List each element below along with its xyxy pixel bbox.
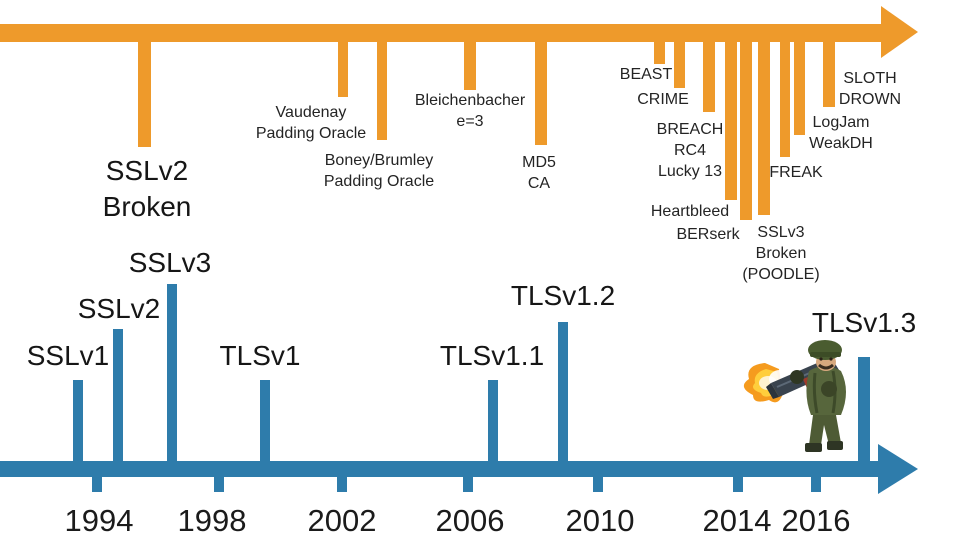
year-tick-2016 bbox=[811, 470, 821, 492]
crime-label: CRIME bbox=[637, 89, 689, 110]
md5-ca-tick bbox=[535, 28, 547, 145]
attacks-timeline-arrowhead-icon bbox=[881, 6, 918, 58]
freak-tick bbox=[780, 28, 790, 157]
sslv1-tick bbox=[73, 380, 83, 470]
heartbleed-tick bbox=[725, 28, 737, 200]
breach-rc4-lucky13-label: BREACH RC4 Lucky 13 bbox=[657, 119, 724, 182]
berserk-label: BERserk bbox=[676, 224, 739, 245]
vaudenay-tick bbox=[338, 28, 348, 97]
year-tick-1998 bbox=[214, 470, 224, 492]
sslv2-broken-label-line: Broken bbox=[102, 191, 192, 222]
bleichenbacher-label-line: Bleichenbacher bbox=[414, 92, 526, 109]
tlsv1-3-tick bbox=[858, 357, 870, 470]
logjam-weakdh-label-line: LogJam bbox=[812, 114, 870, 131]
year-label-1998: 1998 bbox=[177, 503, 247, 538]
tlsv1-1-tick bbox=[488, 380, 498, 470]
year-label-2006: 2006 bbox=[435, 503, 505, 538]
year-label-2010: 2010 bbox=[565, 503, 635, 538]
sslv3-tick bbox=[167, 284, 177, 470]
beast-label: BEAST bbox=[620, 64, 672, 85]
md5-ca-label: MD5 CA bbox=[522, 152, 556, 194]
tlsv1-1-label: TLSv1.1 bbox=[439, 340, 545, 371]
year-tick-2010 bbox=[593, 470, 603, 492]
heartbleed-label-line: Heartbleed bbox=[650, 203, 730, 220]
boney-brumley-tick bbox=[377, 28, 387, 140]
year-label-2014: 2014 bbox=[702, 503, 772, 538]
soldier-gunner-illustration bbox=[743, 340, 846, 452]
sslv2-label: SSLv2 bbox=[77, 293, 161, 324]
sslv2-tick bbox=[113, 329, 123, 470]
soldier-head bbox=[808, 340, 842, 371]
logjam-weakdh-tick bbox=[793, 28, 805, 135]
versions-timeline-bar bbox=[0, 461, 878, 477]
year-tick-1994 bbox=[92, 470, 102, 492]
versions-timeline-arrowhead-icon bbox=[878, 444, 918, 494]
beast-label-line: BEAST bbox=[619, 66, 673, 83]
sloth-drown-label-line: DROWN bbox=[838, 91, 902, 108]
year-tick-2006 bbox=[463, 470, 473, 492]
tlsv1-2-tick bbox=[558, 322, 568, 470]
sslv3-label: SSLv3 bbox=[128, 247, 212, 278]
berserk-tick bbox=[740, 28, 752, 220]
soldier-body bbox=[790, 366, 846, 452]
year-label-2016: 2016 bbox=[781, 503, 851, 538]
logjam-weakdh-label: LogJam WeakDH bbox=[809, 112, 873, 154]
bleichenbacher-tick bbox=[464, 28, 476, 90]
vaudenay-label-line: Vaudenay bbox=[275, 104, 347, 121]
sslv2-broken-tick bbox=[137, 28, 151, 147]
vaudenay-label: Vaudenay Padding Oracle bbox=[256, 102, 366, 144]
crime-label-line: CRIME bbox=[637, 91, 689, 108]
freak-label: FREAK bbox=[769, 162, 822, 183]
berserk-label-line: BERserk bbox=[676, 226, 740, 243]
sloth-drown-tick bbox=[823, 28, 835, 107]
year-tick-2002 bbox=[337, 470, 347, 492]
logjam-weakdh-label-line: WeakDH bbox=[809, 135, 873, 152]
boney-brumley-label-line: Padding Oracle bbox=[323, 173, 435, 190]
tlsv1-tick bbox=[260, 380, 270, 470]
freak-label-line: FREAK bbox=[769, 164, 823, 181]
year-tick-2014 bbox=[733, 470, 743, 492]
heartbleed-label: Heartbleed bbox=[651, 201, 729, 222]
boney-brumley-label-line: Boney/Brumley bbox=[324, 152, 434, 169]
sslv3-poodle-label-line: SSLv3 bbox=[757, 224, 805, 241]
tlsv1-3-label: TLSv1.3 bbox=[811, 307, 917, 338]
breach-rc4-lucky13-label-line: RC4 bbox=[673, 142, 706, 159]
beast-tick bbox=[653, 28, 665, 64]
sslv2-broken-label: SSLv2 Broken bbox=[103, 153, 192, 225]
sslv3-poodle-label: SSLv3 Broken (POODLE) bbox=[742, 222, 819, 285]
year-label-1994: 1994 bbox=[64, 503, 134, 538]
bleichenbacher-label-line: e=3 bbox=[456, 113, 484, 130]
sslv3-poodle-label-line: Broken bbox=[755, 245, 807, 262]
md5-ca-label-line: MD5 bbox=[522, 154, 556, 171]
bleichenbacher-label: Bleichenbacher e=3 bbox=[415, 90, 525, 132]
year-label-2002: 2002 bbox=[307, 503, 377, 538]
sloth-drown-label-line: SLOTH bbox=[843, 70, 897, 87]
sslv1-label: SSLv1 bbox=[26, 340, 110, 371]
vaudenay-label-line: Padding Oracle bbox=[255, 125, 367, 142]
tlsv1-2-label: TLSv1.2 bbox=[510, 280, 616, 311]
sslv3-poodle-label-line: (POODLE) bbox=[742, 266, 820, 283]
tlsv1-label: TLSv1 bbox=[219, 340, 301, 371]
sslv3-poodle-tick bbox=[758, 28, 770, 215]
crime-tick bbox=[673, 28, 685, 88]
breach-rc4-lucky13-tick bbox=[703, 28, 715, 112]
breach-rc4-lucky13-label-line: Lucky 13 bbox=[657, 163, 723, 180]
sloth-drown-label: SLOTH DROWN bbox=[839, 68, 901, 110]
boney-brumley-label: Boney/Brumley Padding Oracle bbox=[324, 150, 434, 192]
breach-rc4-lucky13-label-line: BREACH bbox=[656, 121, 724, 138]
md5-ca-label-line: CA bbox=[527, 175, 551, 192]
sslv2-broken-label-line: SSLv2 bbox=[105, 155, 189, 186]
